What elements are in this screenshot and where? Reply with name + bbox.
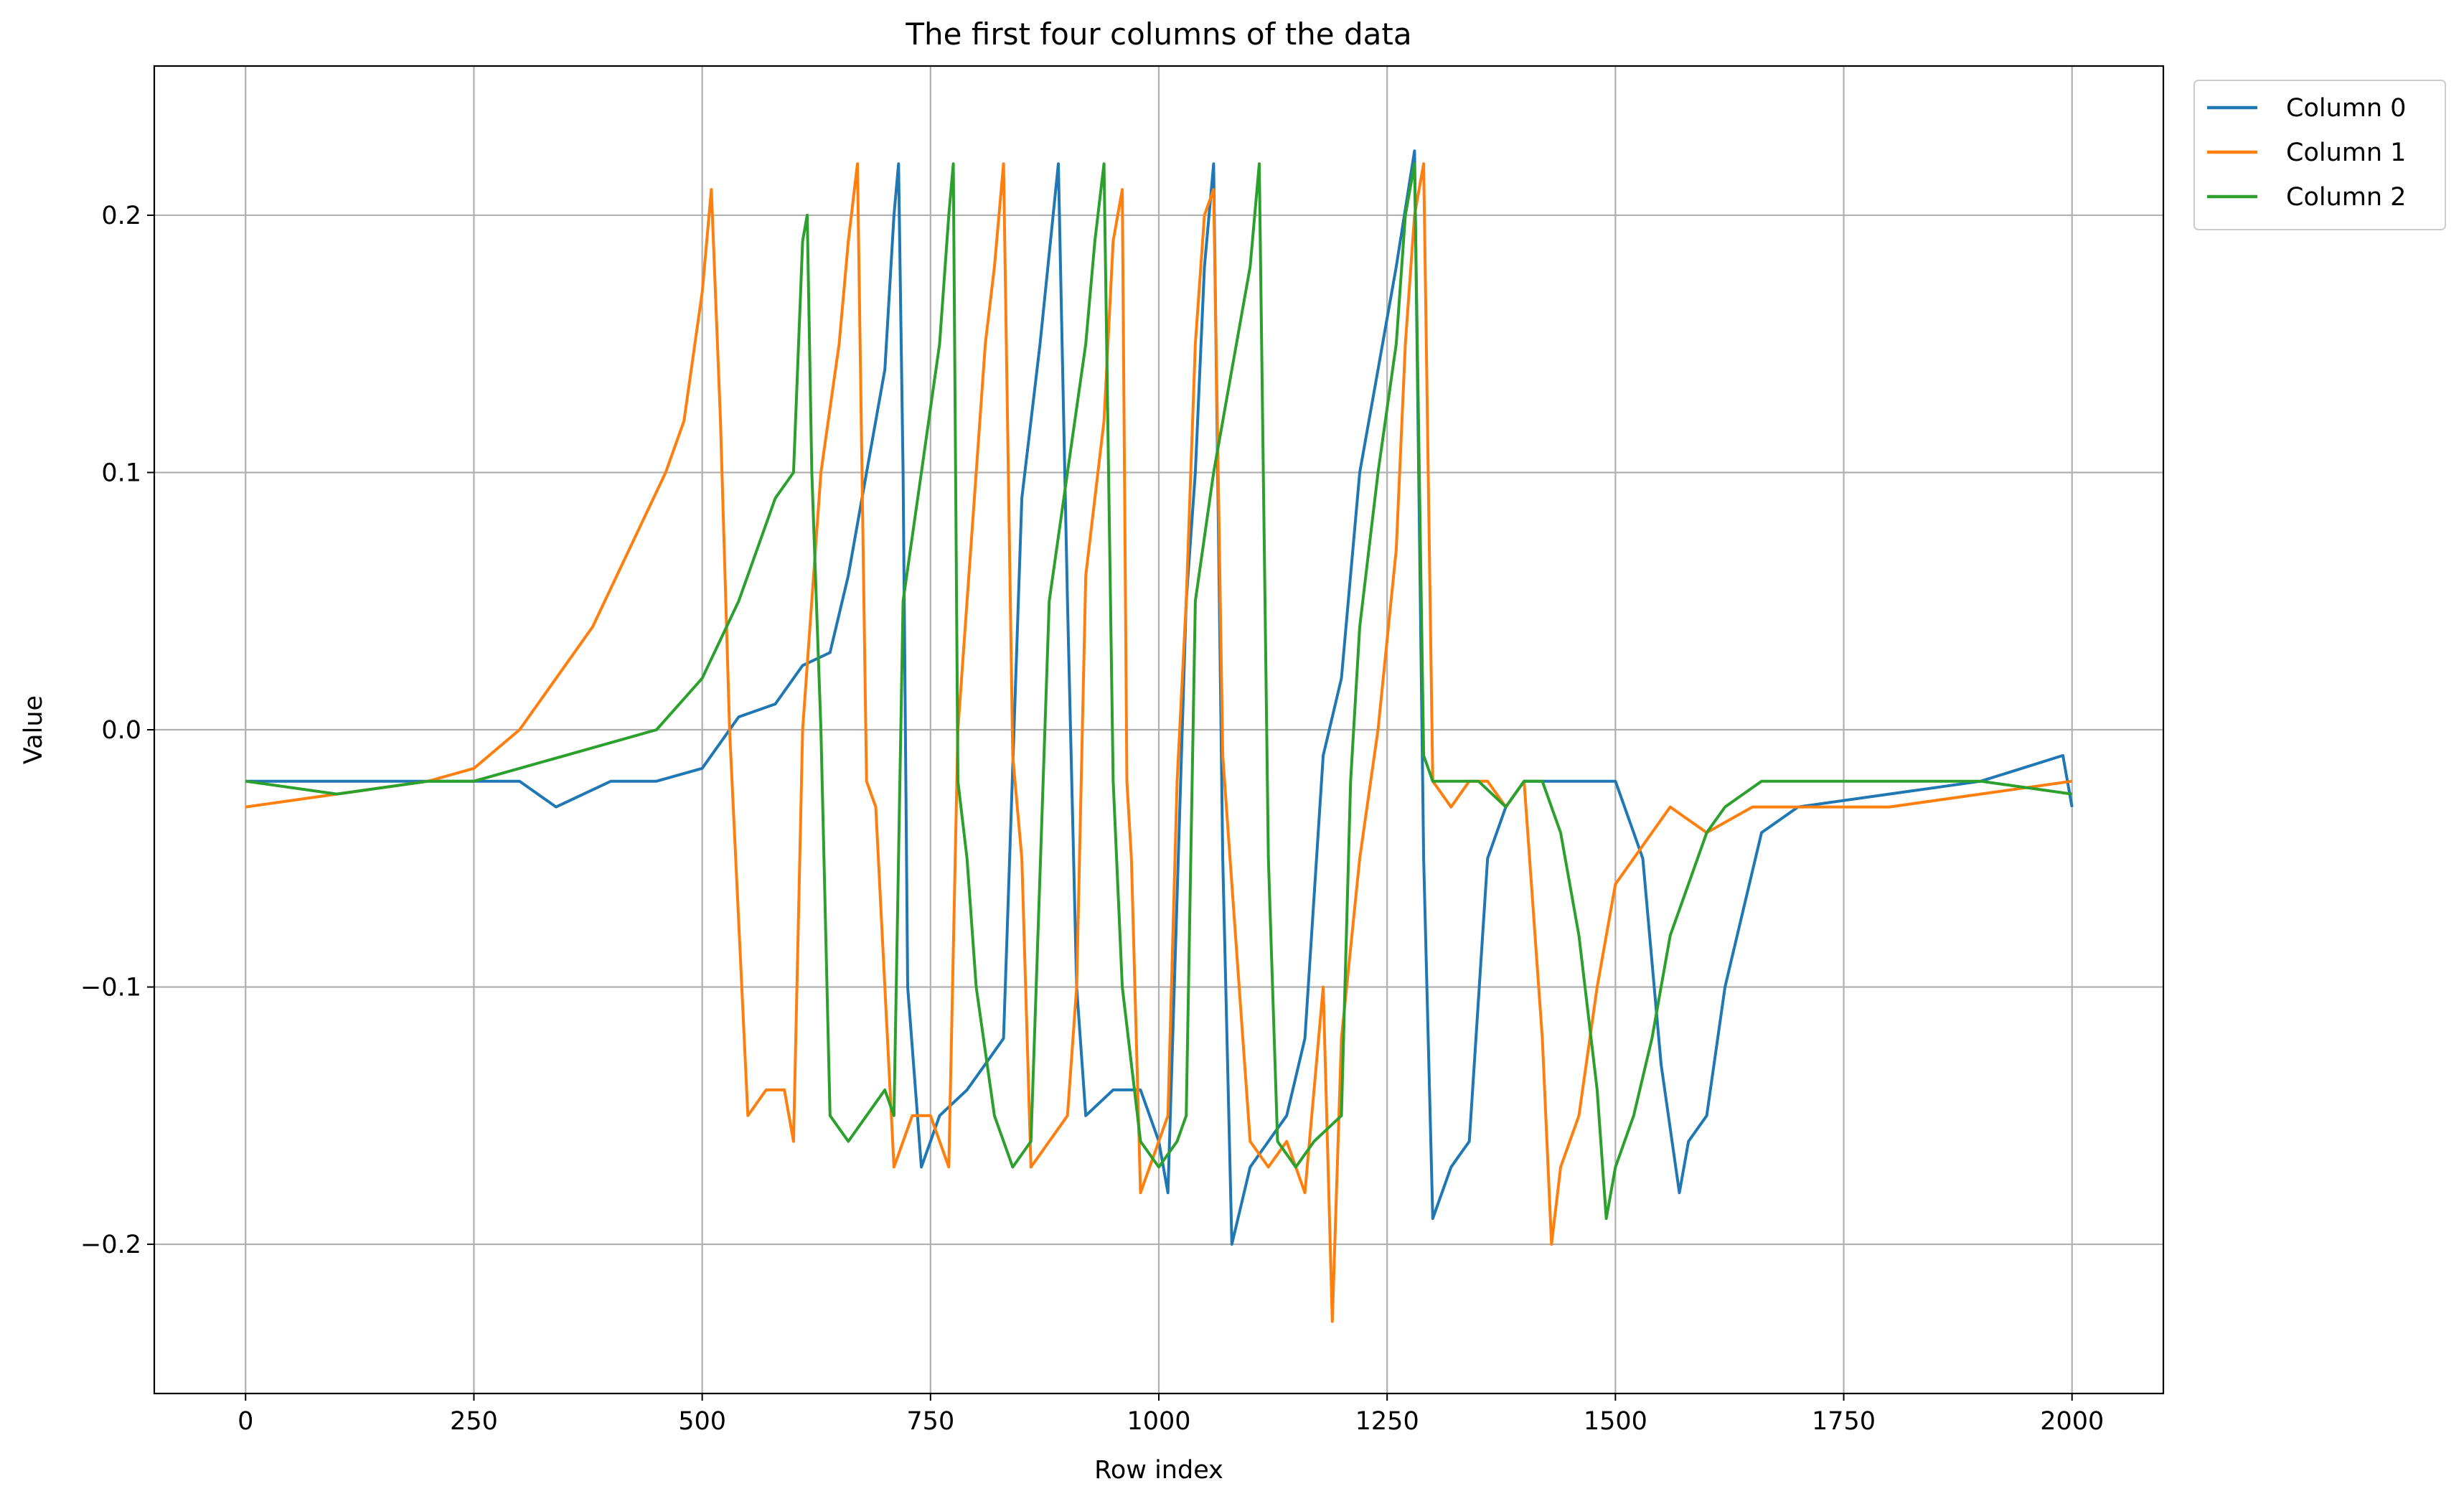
series-line-0 — [245, 149, 2074, 1246]
series-line-1 — [245, 162, 2072, 1323]
x-tick-label: 750 — [906, 1407, 954, 1436]
y-axis-label: Value — [19, 695, 48, 764]
x-tick-label: 1750 — [1812, 1407, 1876, 1436]
chart-title: The first four columns of the data — [905, 17, 1411, 52]
legend-label-2: Column 2 — [2286, 183, 2406, 212]
x-axis-label: Row index — [1094, 1456, 1223, 1485]
x-tick-label: 0 — [238, 1407, 253, 1436]
legend-label-1: Column 1 — [2286, 138, 2406, 167]
x-tick-label: 2000 — [2040, 1407, 2104, 1436]
x-tick-label: 500 — [678, 1407, 726, 1436]
x-tick-label: 1500 — [1584, 1407, 1647, 1436]
y-tick-label: −0.1 — [80, 974, 141, 1002]
legend-box — [2193, 80, 2446, 230]
y-tick-label: 0.1 — [101, 459, 141, 487]
legend-label-0: Column 0 — [2286, 94, 2406, 123]
legend: Column 0 Column 1 Column 2 — [2193, 80, 2446, 230]
y-tick-label: 0.2 — [101, 202, 141, 230]
y-tick-label: −0.2 — [80, 1231, 141, 1259]
y-tick-label: 0.0 — [101, 716, 141, 745]
series-line-2 — [245, 162, 2072, 1221]
x-tick-label: 1250 — [1355, 1407, 1419, 1436]
x-axis: 0 250 500 750 1000 1250 1500 1750 2000 — [238, 1393, 2104, 1436]
series-layer — [245, 149, 2074, 1323]
y-axis: −0.2 −0.1 0.0 0.1 0.2 — [80, 202, 154, 1259]
grid-lines — [154, 66, 2163, 1393]
x-tick-label: 1000 — [1127, 1407, 1190, 1436]
x-tick-label: 250 — [450, 1407, 498, 1436]
